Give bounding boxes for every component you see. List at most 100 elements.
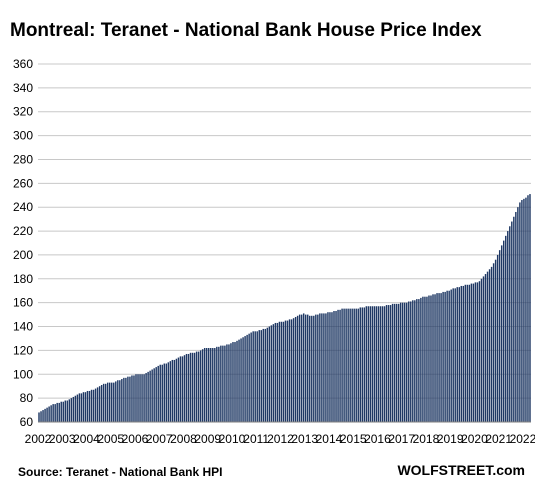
bar: [58, 402, 60, 422]
bar: [258, 330, 260, 422]
bar: [135, 374, 137, 422]
y-tick-label: 220: [13, 224, 33, 238]
bar: [193, 352, 196, 422]
bar: [119, 380, 121, 422]
bar: [151, 369, 153, 422]
y-tick-labels: 60 80 100 120 140 160 180 200 220 240 260 280 300 320…: [13, 57, 33, 429]
bar: [197, 351, 200, 422]
bar: [276, 322, 279, 422]
bar: [311, 315, 313, 422]
x-tick-label: 2013: [291, 432, 318, 446]
bar: [185, 353, 188, 422]
bar: [325, 313, 327, 422]
bar: [270, 325, 273, 422]
bar: [113, 382, 115, 422]
bar: [331, 312, 333, 422]
bar: [349, 308, 351, 422]
bar: [474, 282, 477, 422]
bar: [440, 293, 442, 422]
bar: [420, 297, 422, 422]
bar: [464, 284, 467, 422]
bar: [109, 382, 111, 422]
bar: [492, 263, 495, 422]
bar: [228, 344, 230, 422]
bar: [460, 285, 463, 422]
bar: [379, 306, 382, 422]
bar: [478, 281, 481, 422]
bar: [187, 353, 190, 422]
bar: [468, 284, 471, 422]
y-tick-label: 180: [13, 272, 33, 286]
bar: [436, 293, 438, 422]
bar: [410, 301, 412, 422]
bar: [80, 393, 83, 422]
bar: [509, 226, 511, 422]
bar: [403, 302, 406, 422]
bar: [161, 364, 163, 422]
bar: [286, 320, 289, 422]
bars: [38, 194, 531, 422]
bar: [472, 283, 475, 422]
x-tick-label: 2004: [73, 432, 100, 446]
bar: [452, 288, 454, 422]
x-tick-labels: 2002200320042005200620072008200920102011…: [25, 432, 535, 446]
bar: [115, 381, 117, 422]
bar: [511, 221, 513, 422]
bar: [280, 321, 283, 422]
bar: [203, 348, 206, 422]
bar: [123, 377, 125, 422]
x-tick-label: 2016: [364, 432, 391, 446]
x-tick-label: 2017: [388, 432, 415, 446]
bar: [68, 399, 71, 422]
bar: [513, 216, 515, 422]
x-tick-label: 2014: [316, 432, 343, 446]
bar: [121, 379, 123, 422]
bar: [54, 404, 56, 422]
bar: [137, 374, 139, 422]
bar: [426, 296, 428, 422]
chart-title: Montreal: Teranet - National Bank House …: [10, 20, 482, 41]
x-tick-label: 2003: [49, 432, 76, 446]
bar: [139, 374, 141, 422]
bar: [248, 333, 250, 422]
bar: [236, 340, 238, 422]
bar: [482, 276, 485, 422]
bar: [106, 382, 109, 422]
bar: [298, 314, 301, 422]
bar: [470, 283, 473, 422]
bar: [327, 312, 329, 422]
bar: [309, 315, 311, 422]
bar: [359, 307, 361, 422]
bar: [266, 327, 269, 422]
bar: [343, 308, 345, 422]
bar: [274, 322, 277, 422]
y-tick-label: 120: [13, 343, 33, 357]
bar: [149, 370, 151, 422]
bar: [333, 311, 335, 422]
x-tick-label: 2018: [413, 432, 440, 446]
bar: [210, 348, 212, 422]
bar: [175, 358, 178, 422]
bar: [335, 311, 337, 422]
bar: [448, 290, 450, 422]
x-tick-label: 2009: [194, 432, 221, 446]
bar: [250, 332, 252, 422]
bar: [60, 401, 62, 422]
bar: [183, 355, 186, 422]
bar: [401, 302, 404, 422]
bar: [52, 404, 54, 422]
x-tick-label: 2010: [219, 432, 246, 446]
bar: [222, 345, 224, 422]
bar: [363, 307, 366, 422]
y-tick-label: 240: [13, 200, 33, 214]
bar: [92, 389, 95, 422]
bar: [189, 352, 192, 422]
bar: [66, 400, 69, 422]
y-tick-label: 340: [13, 81, 33, 95]
bar: [125, 377, 127, 422]
bar: [42, 410, 44, 422]
bar: [177, 357, 180, 422]
bar: [490, 266, 493, 422]
bar: [208, 348, 210, 422]
